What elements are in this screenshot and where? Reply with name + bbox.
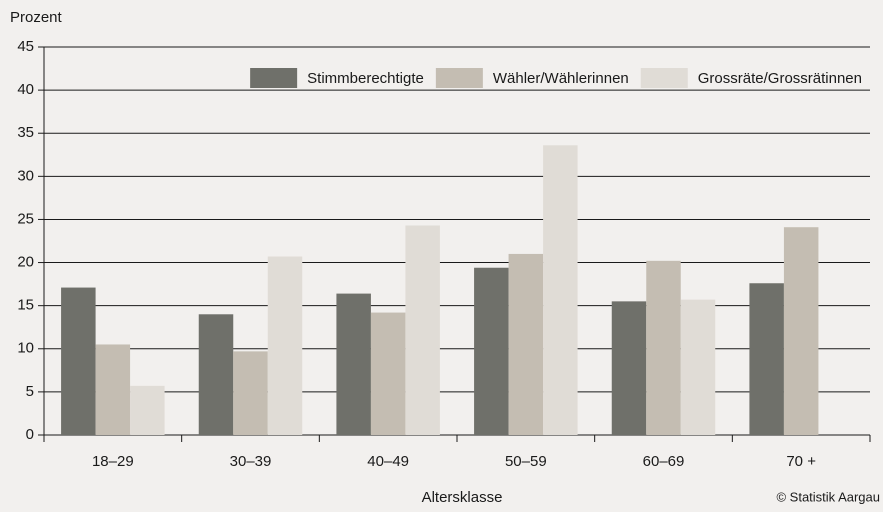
bar (370, 312, 406, 435)
bar (61, 287, 96, 435)
bar (646, 260, 681, 435)
y-tick-label: 40 (17, 81, 34, 98)
y-tick-label: 35 (17, 124, 34, 141)
legend-swatch (640, 68, 688, 88)
bar (508, 253, 544, 435)
y-tick-label: 0 (26, 426, 34, 443)
bar (749, 283, 784, 435)
bar (405, 225, 440, 435)
legend-label: Stimmberechtigte (307, 70, 424, 87)
y-tick-label: 15 (17, 297, 34, 314)
y-tick-label: 30 (17, 167, 34, 184)
bar (130, 385, 165, 435)
x-tick-label: 40–49 (367, 453, 409, 470)
bar (474, 267, 509, 435)
source: © Statistik Aargau (776, 489, 880, 504)
y-tick-label: 45 (17, 38, 34, 55)
y-axis-label: Prozent (10, 9, 63, 26)
x-tick-label: 70 + (786, 453, 816, 470)
y-tick-label: 5 (26, 383, 34, 400)
legend-label: Wähler/Wählerinnen (493, 70, 629, 87)
bar (95, 344, 131, 435)
x-tick-label: 60–69 (643, 453, 685, 470)
legend-label: Grossräte/Grossrätinnen (698, 70, 862, 87)
bar (680, 299, 716, 435)
bar (267, 256, 303, 435)
bar (543, 145, 578, 435)
y-tick-label: 10 (17, 340, 34, 357)
legend-swatch (435, 68, 483, 88)
x-tick-label: 50–59 (505, 453, 547, 470)
bar (783, 227, 819, 435)
x-tick-label: 18–29 (92, 453, 134, 470)
bar (198, 314, 234, 435)
bar (336, 293, 371, 435)
legend-swatch (250, 68, 298, 88)
x-tick-label: 30–39 (230, 453, 272, 470)
bar (233, 351, 268, 435)
y-tick-label: 25 (17, 210, 34, 227)
x-axis-label: Altersklasse (422, 489, 503, 506)
bar (611, 301, 647, 435)
y-tick-label: 20 (17, 254, 34, 271)
